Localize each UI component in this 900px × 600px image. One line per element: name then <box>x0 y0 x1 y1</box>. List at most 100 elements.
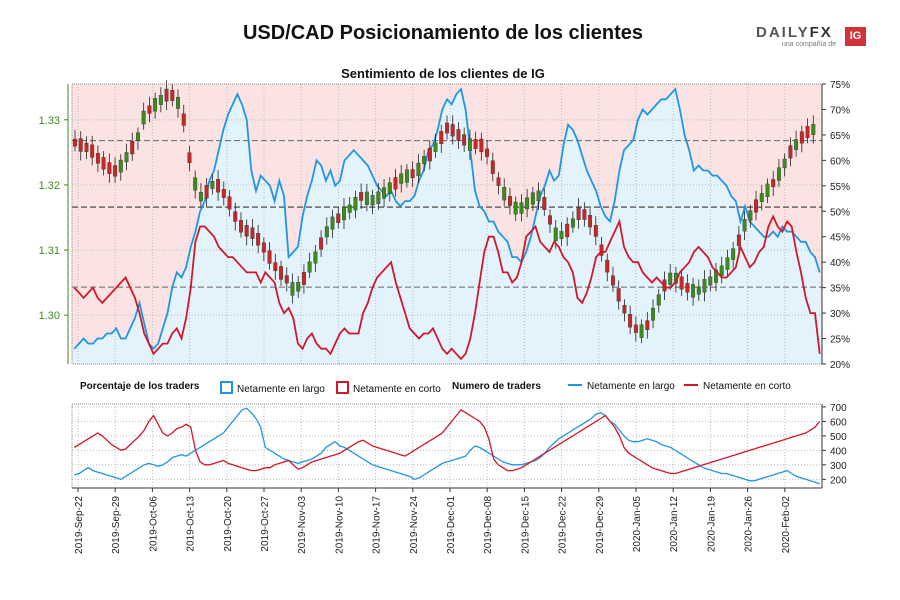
count-tick-label-2: 400 <box>830 446 847 457</box>
candle-body <box>399 173 404 184</box>
candle-body <box>376 191 381 204</box>
candle-body <box>479 138 484 152</box>
legend-pct-short: Netamente en corto <box>336 381 441 395</box>
candle-body <box>628 314 633 328</box>
candle-body <box>742 218 747 232</box>
pct-tick-label-5: 45% <box>830 233 850 244</box>
count-tick-label-5: 700 <box>830 403 847 414</box>
count-tick-label-0: 200 <box>830 475 847 486</box>
candle-body <box>570 218 575 228</box>
long-area-fill <box>72 89 822 364</box>
candle-body <box>124 152 129 163</box>
candle-body <box>256 233 261 246</box>
legend-num-long: Netamente en largo <box>568 381 675 392</box>
candle-body <box>158 95 163 105</box>
candle-body <box>530 192 535 205</box>
candle-body <box>668 272 673 285</box>
legend-percentage-title: Porcentaje de los traders <box>80 381 200 392</box>
candle-body <box>393 177 398 190</box>
candle-body <box>811 124 816 135</box>
count-series-long-line <box>74 407 820 485</box>
price-tick-label-2: 1.32 <box>39 180 60 192</box>
candle-body <box>370 195 375 206</box>
x-tick-label-17: 2020-Jan-19 <box>706 496 717 553</box>
candle-body <box>462 134 467 146</box>
candle-body <box>204 185 209 199</box>
candle-body <box>342 206 346 221</box>
candle-body <box>136 132 140 141</box>
candle-body <box>685 283 690 293</box>
x-tick-label-7: 2019-Nov-10 <box>334 496 345 554</box>
candle-body <box>313 251 318 264</box>
candle-body <box>198 192 203 202</box>
candle-body <box>765 183 770 198</box>
candle-body <box>645 320 650 330</box>
candle-body <box>633 324 638 333</box>
legend-short-swatch <box>336 381 349 394</box>
candle-body <box>771 179 776 188</box>
candle-body <box>805 126 810 138</box>
chart-title: USD/CAD Posicionamiento de los clientes <box>242 22 644 44</box>
candle-body <box>799 131 804 144</box>
candle-body <box>84 142 89 152</box>
candle-body <box>193 177 198 191</box>
price-tick-label-0: 1.30 <box>39 310 60 322</box>
candle-body <box>176 96 180 109</box>
candle-body <box>439 131 444 145</box>
candle-body <box>782 158 787 169</box>
count-tick-label-4: 600 <box>830 417 847 428</box>
candle-body <box>542 197 547 210</box>
pct-tick-label-7: 55% <box>830 182 850 193</box>
candle-body <box>353 196 358 211</box>
candle-body <box>605 259 610 273</box>
candle-body <box>221 188 226 198</box>
candle-body <box>616 288 621 302</box>
legend-number-title: Numero de traders <box>452 381 541 392</box>
candle-body <box>73 138 77 147</box>
candle-body <box>227 196 232 210</box>
candle-body <box>490 160 495 174</box>
legend-short-line <box>684 384 698 386</box>
candle-body <box>284 275 289 284</box>
x-tick-label-2: 2019-Oct-06 <box>148 496 159 552</box>
candle-body <box>433 142 438 152</box>
candle-body <box>696 286 701 295</box>
count-tick-label-3: 500 <box>830 432 847 443</box>
pct-tick-label-3: 35% <box>830 284 850 295</box>
candle-body <box>324 226 329 238</box>
candle-body <box>450 124 455 137</box>
candle-body <box>502 187 507 201</box>
chart-subtitle: Sentimiento de los clientes de IG <box>341 66 545 81</box>
pct-tick-label-1: 25% <box>830 335 850 346</box>
x-tick-label-9: 2019-Nov-24 <box>409 496 420 554</box>
candle-body <box>639 324 644 338</box>
candle-body <box>336 213 341 224</box>
pct-tick-label-4: 40% <box>830 258 850 269</box>
series-long-line <box>73 87 821 351</box>
candle-body <box>485 148 490 157</box>
candle-body <box>101 157 106 170</box>
pct-tick-label-10: 70% <box>830 105 850 116</box>
candle-body <box>513 201 518 215</box>
x-tick-label-1: 2019-Sep-29 <box>111 496 122 554</box>
lower-plot-frame <box>71 403 823 489</box>
pct-tick-label-6: 50% <box>830 207 850 218</box>
candle-body <box>582 209 587 220</box>
candle-body <box>748 210 753 221</box>
candle-body <box>301 272 306 285</box>
candle-body <box>593 225 598 237</box>
candle-body <box>611 275 615 286</box>
candle-body <box>588 215 593 228</box>
candle-body <box>456 129 461 141</box>
candle-body <box>410 169 415 179</box>
candle-body <box>776 167 781 181</box>
candle-body <box>181 113 186 126</box>
candle-body <box>422 156 427 164</box>
x-tick-label-5: 2019-Oct-27 <box>260 496 271 552</box>
candle-body <box>164 88 169 102</box>
legend-long-line <box>568 384 582 386</box>
candle-body <box>404 169 409 183</box>
candle-body <box>445 122 449 134</box>
candle-body <box>719 265 724 276</box>
candle-body <box>307 261 312 273</box>
